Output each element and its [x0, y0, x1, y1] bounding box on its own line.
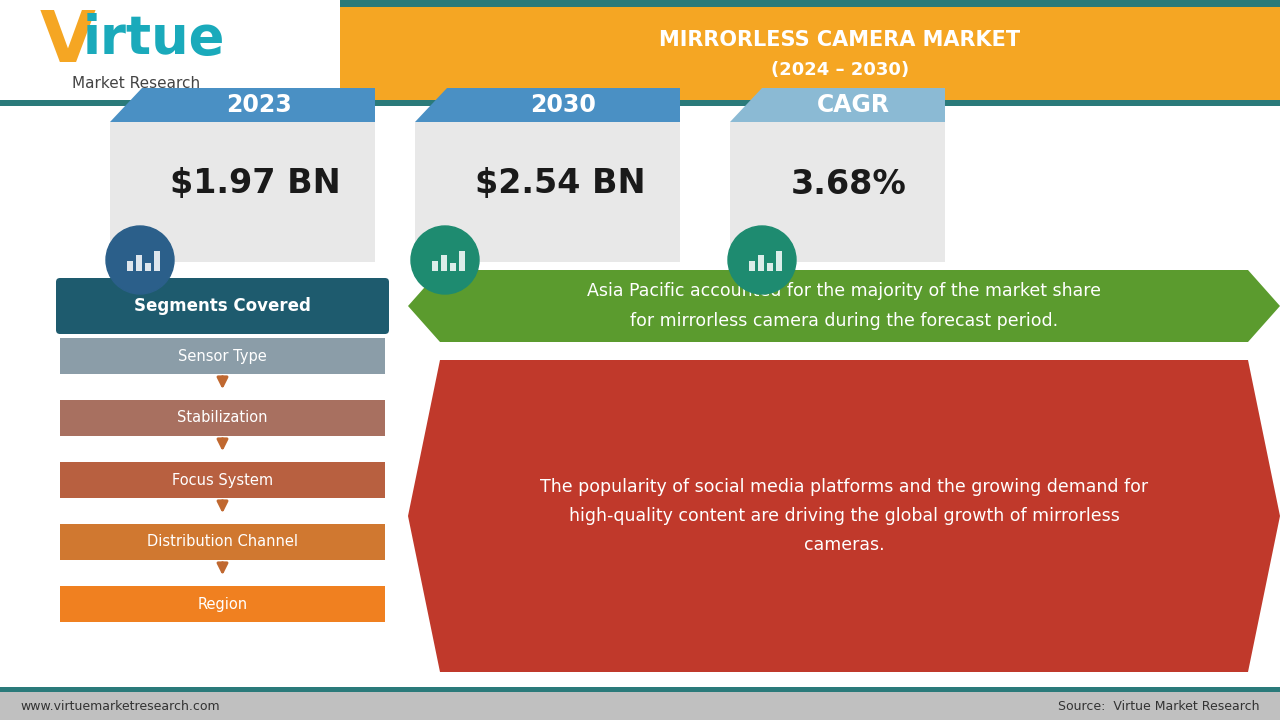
Polygon shape — [415, 88, 680, 122]
Text: Stabilization: Stabilization — [177, 410, 268, 426]
FancyBboxPatch shape — [136, 255, 142, 271]
FancyBboxPatch shape — [776, 251, 782, 271]
Text: Focus System: Focus System — [172, 472, 273, 487]
Text: »: » — [339, 12, 390, 92]
Text: MIRRORLESS CAMERA MARKET: MIRRORLESS CAMERA MARKET — [659, 30, 1020, 50]
Text: Distribution Channel: Distribution Channel — [147, 534, 298, 549]
Text: Segments Covered: Segments Covered — [134, 297, 311, 315]
Text: CAGR: CAGR — [817, 93, 890, 117]
FancyBboxPatch shape — [145, 263, 151, 271]
FancyBboxPatch shape — [0, 0, 1280, 102]
Circle shape — [411, 226, 479, 294]
Text: www.virtuemarketresearch.com: www.virtuemarketresearch.com — [20, 700, 220, 713]
FancyBboxPatch shape — [749, 261, 755, 271]
FancyBboxPatch shape — [415, 122, 680, 262]
Text: 2023: 2023 — [225, 93, 292, 117]
Circle shape — [106, 226, 174, 294]
Polygon shape — [408, 360, 440, 672]
FancyBboxPatch shape — [460, 251, 465, 271]
Polygon shape — [1248, 360, 1280, 672]
FancyBboxPatch shape — [758, 255, 764, 271]
FancyBboxPatch shape — [433, 261, 438, 271]
FancyBboxPatch shape — [0, 100, 1280, 106]
FancyBboxPatch shape — [60, 524, 385, 560]
Polygon shape — [1248, 270, 1280, 342]
FancyBboxPatch shape — [767, 263, 773, 271]
Text: Region: Region — [197, 596, 247, 611]
Polygon shape — [408, 270, 440, 342]
Text: Market Research: Market Research — [72, 76, 200, 91]
Circle shape — [728, 226, 796, 294]
Text: Asia Pacific accounted for the majority of the market share
for mirrorless camer: Asia Pacific accounted for the majority … — [588, 282, 1101, 330]
Text: The popularity of social media platforms and the growing demand for
high-quality: The popularity of social media platforms… — [540, 478, 1148, 554]
Polygon shape — [730, 88, 945, 122]
FancyBboxPatch shape — [0, 0, 1280, 7]
Text: 2030: 2030 — [531, 93, 596, 117]
FancyBboxPatch shape — [0, 692, 1280, 720]
FancyBboxPatch shape — [440, 270, 1248, 342]
Text: (2024 – 2030): (2024 – 2030) — [771, 61, 909, 79]
FancyBboxPatch shape — [60, 400, 385, 436]
FancyBboxPatch shape — [442, 255, 447, 271]
Text: Sensor Type: Sensor Type — [178, 348, 266, 364]
FancyBboxPatch shape — [127, 261, 133, 271]
FancyBboxPatch shape — [154, 251, 160, 271]
FancyBboxPatch shape — [60, 462, 385, 498]
FancyBboxPatch shape — [60, 586, 385, 622]
Text: V: V — [40, 7, 96, 76]
Text: $2.54 BN: $2.54 BN — [475, 168, 646, 200]
Polygon shape — [110, 88, 375, 122]
FancyBboxPatch shape — [0, 0, 340, 102]
FancyBboxPatch shape — [440, 360, 1248, 672]
FancyBboxPatch shape — [730, 122, 945, 262]
FancyBboxPatch shape — [451, 263, 456, 271]
Text: 3.68%: 3.68% — [790, 168, 906, 200]
FancyBboxPatch shape — [60, 338, 385, 374]
FancyBboxPatch shape — [0, 687, 1280, 692]
Text: Source:  Virtue Market Research: Source: Virtue Market Research — [1059, 700, 1260, 713]
Text: $1.97 BN: $1.97 BN — [170, 168, 342, 200]
FancyBboxPatch shape — [56, 278, 389, 334]
FancyBboxPatch shape — [110, 122, 375, 262]
Text: irtue: irtue — [83, 13, 225, 65]
